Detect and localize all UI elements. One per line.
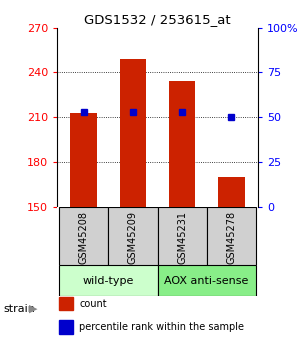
Bar <box>119 59 146 207</box>
Text: GSM45231: GSM45231 <box>177 211 187 264</box>
Bar <box>218 177 244 207</box>
Bar <box>59 321 73 334</box>
Bar <box>70 112 98 207</box>
Text: AOX anti-sense: AOX anti-sense <box>164 276 249 286</box>
Bar <box>206 207 256 265</box>
Bar <box>59 265 158 296</box>
Text: count: count <box>79 299 107 309</box>
Text: GSM45208: GSM45208 <box>79 211 89 264</box>
Bar <box>109 207 158 265</box>
Bar <box>158 207 206 265</box>
Text: percentile rank within the sample: percentile rank within the sample <box>79 322 244 332</box>
Text: wild-type: wild-type <box>83 276 134 286</box>
Bar <box>59 207 109 265</box>
Text: GSM45278: GSM45278 <box>226 211 236 265</box>
Text: ▶: ▶ <box>28 304 37 314</box>
Bar <box>158 265 256 296</box>
Bar <box>169 81 196 207</box>
Text: GSM45209: GSM45209 <box>128 211 138 264</box>
Title: GDS1532 / 253615_at: GDS1532 / 253615_at <box>84 13 231 27</box>
Text: strain: strain <box>3 304 35 314</box>
Bar <box>59 297 73 310</box>
